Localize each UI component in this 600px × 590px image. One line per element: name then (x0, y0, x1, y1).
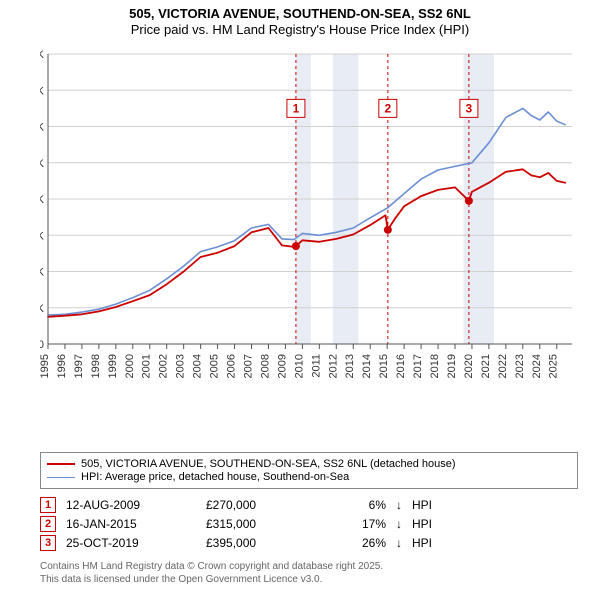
data-row-price: £395,000 (206, 536, 316, 550)
y-tick-label: £300K (40, 230, 45, 242)
data-row-suffix: HPI (412, 498, 432, 512)
y-tick-label: £600K (40, 122, 45, 134)
legend-row: HPI: Average price, detached house, Sout… (47, 471, 571, 483)
legend-label: HPI: Average price, detached house, Sout… (81, 471, 349, 483)
data-row-suffix: HPI (412, 517, 432, 531)
legend-swatch (47, 463, 75, 465)
data-row-date: 16-JAN-2015 (66, 517, 196, 531)
x-tick-label: 1999 (107, 354, 119, 378)
price-marker-dot (292, 242, 300, 250)
x-tick-label: 1996 (56, 354, 68, 378)
data-row-suffix: HPI (412, 536, 432, 550)
price-marker-dot (384, 226, 392, 234)
title-line1: 505, VICTORIA AVENUE, SOUTHEND-ON-SEA, S… (0, 6, 600, 22)
y-tick-label: £400K (40, 194, 45, 206)
title-block: 505, VICTORIA AVENUE, SOUTHEND-ON-SEA, S… (0, 0, 600, 39)
x-tick-label: 2025 (548, 354, 560, 378)
x-tick-label: 1997 (73, 354, 85, 378)
data-row-marker: 3 (40, 535, 56, 551)
event-marker-label: 1 (293, 101, 300, 115)
legend-swatch (47, 477, 75, 478)
x-tick-label: 2016 (395, 354, 407, 378)
x-tick-label: 2014 (361, 354, 373, 378)
arrow-down-icon: ↓ (396, 536, 402, 550)
x-tick-label: 2009 (276, 354, 288, 378)
x-tick-label: 1998 (90, 354, 102, 378)
x-tick-label: 2007 (242, 354, 254, 378)
chart-container: 505, VICTORIA AVENUE, SOUTHEND-ON-SEA, S… (0, 0, 600, 590)
x-tick-label: 2011 (310, 354, 322, 378)
price-marker-dot (465, 197, 473, 205)
x-tick-label: 2017 (412, 354, 424, 378)
x-tick-label: 2024 (531, 354, 543, 378)
x-tick-label: 2020 (463, 354, 475, 378)
arrow-down-icon: ↓ (396, 498, 402, 512)
data-row-pct: 26% (326, 536, 386, 550)
event-marker-label: 3 (466, 101, 473, 115)
y-tick-label: £500K (40, 158, 45, 170)
data-row-marker: 1 (40, 497, 56, 513)
x-tick-label: 2001 (141, 354, 153, 378)
chart-svg: £0 £100K £200K £300K £400K £500K £600K £700K £80… (40, 48, 580, 398)
data-row: 3 25-OCT-2019 £395,000 26% ↓ HPI (40, 535, 580, 551)
y-tick-label: £200K (40, 267, 45, 279)
footer-text: Contains HM Land Registry data © Crown c… (40, 560, 383, 586)
y-tick-label: £100K (40, 303, 45, 315)
x-tick-label: 2010 (293, 354, 305, 378)
legend-label: 505, VICTORIA AVENUE, SOUTHEND-ON-SEA, S… (81, 458, 456, 470)
x-tick-label: 2000 (124, 354, 136, 378)
x-tick-label: 2023 (514, 354, 526, 378)
data-row-pct: 6% (326, 498, 386, 512)
x-tick-label: 2005 (209, 354, 221, 378)
data-row-date: 12-AUG-2009 (66, 498, 196, 512)
data-row-date: 25-OCT-2019 (66, 536, 196, 550)
x-tick-label: 1995 (40, 354, 51, 378)
event-marker-label: 2 (384, 101, 391, 115)
y-tick-label: £800K (40, 49, 45, 61)
data-row: 2 16-JAN-2015 £315,000 17% ↓ HPI (40, 516, 580, 532)
x-tick-label: 2004 (192, 354, 204, 378)
data-row: 1 12-AUG-2009 £270,000 6% ↓ HPI (40, 497, 580, 513)
x-tick-label: 2008 (259, 354, 271, 378)
data-row-marker: 2 (40, 516, 56, 532)
x-tick-label: 2003 (175, 354, 187, 378)
x-tick-label: 2019 (446, 354, 458, 378)
x-tick-label: 2021 (480, 354, 492, 378)
footer-line1: Contains HM Land Registry data © Crown c… (40, 560, 383, 573)
y-tick-label: £0 (40, 339, 44, 351)
x-tick-label: 2013 (344, 354, 356, 378)
x-tick-label: 2022 (497, 354, 509, 378)
legend-box: 505, VICTORIA AVENUE, SOUTHEND-ON-SEA, S… (40, 452, 578, 489)
legend-row: 505, VICTORIA AVENUE, SOUTHEND-ON-SEA, S… (47, 458, 571, 470)
x-tick-label: 2002 (158, 354, 170, 378)
data-table: 1 12-AUG-2009 £270,000 6% ↓ HPI 2 16-JAN-2015 £3… (40, 494, 580, 554)
x-tick-label: 2012 (327, 354, 339, 378)
data-row-pct: 17% (326, 517, 386, 531)
footer-line2: This data is licensed under the Open Gov… (40, 573, 383, 586)
arrow-down-icon: ↓ (396, 517, 402, 531)
title-line2: Price paid vs. HM Land Registry's House … (0, 22, 600, 38)
data-row-price: £315,000 (206, 517, 316, 531)
x-tick-label: 2015 (378, 354, 390, 378)
x-tick-label: 2018 (429, 354, 441, 378)
data-row-price: £270,000 (206, 498, 316, 512)
x-tick-label: 2006 (226, 354, 238, 378)
y-tick-label: £700K (40, 85, 45, 97)
